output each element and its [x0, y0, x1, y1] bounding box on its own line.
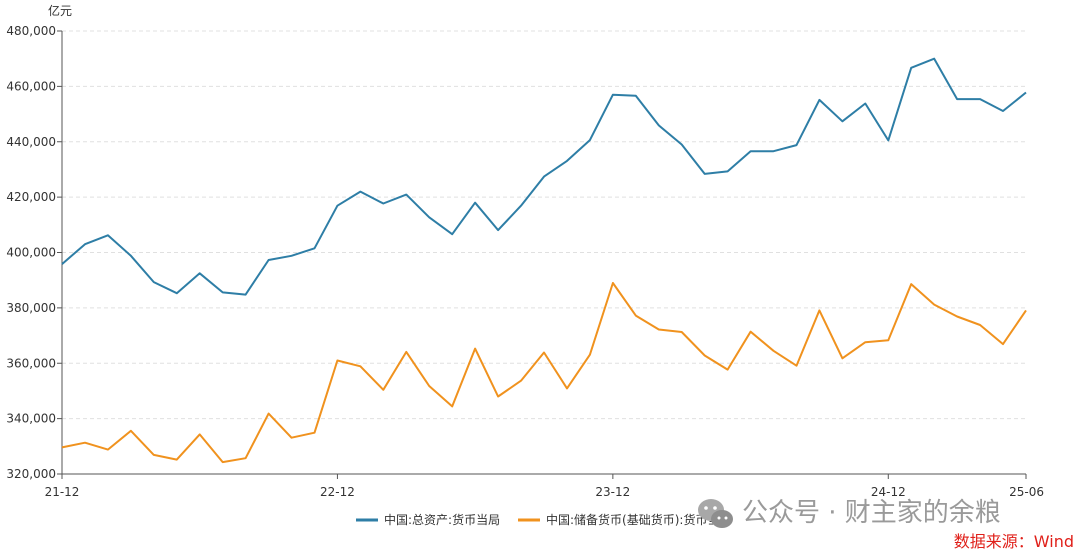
y-tick-label: 420,000: [6, 190, 56, 204]
grid-lines: [62, 30, 1026, 420]
y-tick-label: 480,000: [6, 24, 56, 38]
y-tick-label: 400,000: [6, 246, 56, 260]
legend-item-total-assets[interactable]: 中国:总资产:货币当局: [356, 512, 500, 527]
series-line-0: [61, 57, 1027, 296]
legend-item-reserve-money[interactable]: 中国:储备货币(基础货币):货币当局: [518, 512, 731, 527]
x-tick-label: 21-12: [45, 485, 80, 499]
x-tick-label: 24-12: [871, 485, 906, 499]
legend-label-total-assets: 中国:总资产:货币当局: [384, 512, 500, 527]
legend-label-reserve-money: 中国:储备货币(基础货币):货币当局: [546, 512, 731, 527]
y-tick-labels: 480,000 460,000 440,000 420,000 400,000 380,0…: [6, 24, 62, 481]
legend: 中国:总资产:货币当局 中国:储备货币(基础货币):货币当局: [356, 512, 731, 527]
wechat-icon: [698, 499, 733, 528]
x-tick-label: 22-12: [320, 485, 355, 499]
series-line-1: [61, 282, 1027, 464]
watermark: 公众号 · 财主家的余粮: [698, 498, 1001, 528]
y-tick-label: 380,000: [6, 301, 56, 315]
y-tick-label: 340,000: [6, 412, 56, 426]
y-tick-label: 460,000: [6, 79, 56, 93]
y-tick-label: 320,000: [6, 467, 56, 481]
source-label: 数据来源：Wind: [954, 532, 1074, 551]
y-tick-label: 440,000: [6, 135, 56, 149]
y-axis-unit: 亿元: [48, 3, 72, 18]
y-tick-label: 360,000: [6, 356, 56, 370]
x-tick-label: 25-06: [1009, 485, 1044, 499]
series-lines: [61, 57, 1027, 464]
watermark-text: 公众号 · 财主家的余粮: [742, 498, 1001, 528]
x-tick-labels: 21-12 22-12 23-12 24-12 25-06: [45, 474, 1044, 499]
x-tick-label: 23-12: [595, 485, 630, 499]
